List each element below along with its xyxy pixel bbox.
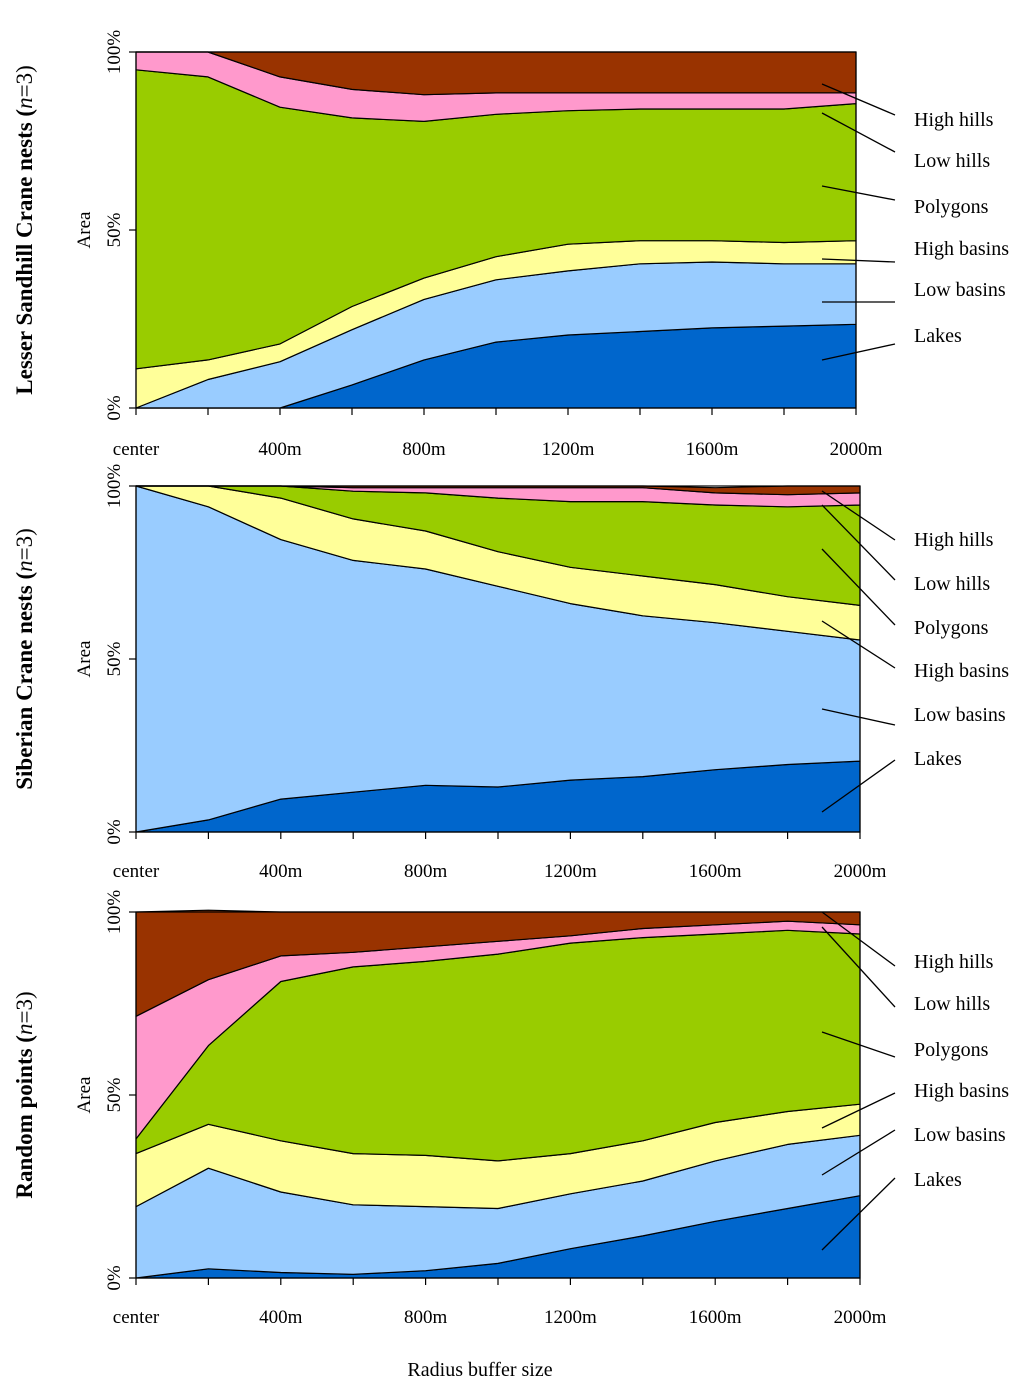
y-tick-label: 50% (104, 212, 125, 247)
y-axis-label: Area (74, 640, 95, 677)
chart-panel-3: 0% 50% 100% Area center 400m 800m 1200m 1600m 200… (12, 890, 1009, 1328)
y-axis-label: Area (74, 211, 95, 248)
legend-label-lakes: Lakes (914, 748, 962, 770)
x-tick-label: 1200m (544, 861, 597, 882)
panel-title-tail: =3) (12, 65, 37, 97)
legend-label-high-basins: High basins (914, 1080, 1009, 1102)
y-tick-label: 50% (104, 1077, 125, 1112)
legend-label-lakes: Lakes (914, 1169, 962, 1191)
leader-line (821, 708, 896, 726)
x-tick-label: 2000m (834, 861, 887, 882)
panel-title-tail: =3) (12, 991, 37, 1023)
x-tick-label: 800m (404, 861, 448, 882)
legend-label-low-hills: Low hills (914, 993, 990, 1015)
leader-line (821, 926, 896, 1008)
panel-title-n: n (12, 1024, 37, 1036)
legend-label-lakes: Lakes (914, 325, 962, 347)
leader-line (821, 548, 896, 626)
leader-line (821, 504, 896, 581)
chart-panel-1: 0% 50% 100% Area center 400m 800m 1200m 1600m 200… (12, 30, 1009, 460)
leader-line (821, 490, 896, 541)
y-tick-label: 50% (104, 641, 125, 676)
y-tick-label: 0% (104, 395, 125, 421)
legend-label-low-hills: Low hills (914, 150, 990, 172)
x-tick-label: 800m (402, 439, 446, 460)
legend-label-polygons: Polygons (914, 617, 989, 639)
leader-line (821, 1031, 896, 1058)
panel-title-main: Siberian Crane nests ( (12, 572, 37, 790)
legend-label-low-basins: Low basins (914, 1124, 1006, 1146)
legend-label-low-basins: Low basins (914, 704, 1006, 726)
panel-title-main: Random points ( (12, 1035, 37, 1199)
leader-line (821, 911, 896, 967)
panel-title: Lesser Sandhill Crane nests (n=3) (12, 65, 37, 394)
x-tick-label: 1600m (686, 439, 739, 460)
x-tick-label: 400m (259, 861, 303, 882)
y-tick-label: 100% (104, 30, 125, 75)
panel-title-n: n (12, 97, 37, 109)
leader-line (821, 1177, 896, 1251)
legend-label-polygons: Polygons (914, 196, 989, 218)
leader-line (821, 112, 896, 153)
legend-label-high-hills: High hills (914, 529, 994, 551)
leader-line (821, 343, 896, 361)
leader-line (821, 620, 896, 669)
x-tick-label: 1200m (542, 439, 595, 460)
legend-label-high-basins: High basins (914, 660, 1009, 682)
x-tick-label: center (113, 439, 160, 460)
x-tick-label: 2000m (830, 439, 883, 460)
legend-label-polygons: Polygons (914, 1039, 989, 1061)
x-tick-label: 1600m (689, 861, 742, 882)
x-axis-label: Radius buffer size (407, 1359, 552, 1381)
chart-panel-2: 0% 50% 100% Area center 400m 800m 1200m 1600m 200… (12, 464, 1009, 882)
leader-line (821, 185, 896, 201)
legend-label-low-basins: Low basins (914, 279, 1006, 301)
x-tick-label: 800m (404, 1307, 448, 1328)
x-tick-label: 400m (258, 439, 302, 460)
leader-line (821, 83, 896, 116)
y-tick-label: 0% (104, 1265, 125, 1291)
x-tick-label: 1600m (689, 1307, 742, 1328)
y-tick-label: 100% (104, 890, 125, 935)
panel-title-main: Lesser Sandhill Crane nests ( (12, 109, 37, 395)
legend-label-high-basins: High basins (914, 238, 1009, 260)
y-tick-label: 0% (104, 819, 125, 845)
y-tick-label: 100% (104, 464, 125, 509)
x-tick-label: 1200m (544, 1307, 597, 1328)
panel-title: Siberian Crane nests (n=3) (12, 528, 37, 790)
leader-line (821, 1092, 896, 1129)
y-axis-label: Area (74, 1076, 95, 1113)
panel-title-tail: =3) (12, 528, 37, 560)
x-tick-label: 2000m (834, 1307, 887, 1328)
legend-label-high-hills: High hills (914, 951, 994, 973)
panel-title-n: n (12, 560, 37, 572)
panel-title: Random points (n=3) (12, 991, 37, 1198)
legend-label-low-hills: Low hills (914, 573, 990, 595)
legend-label-high-hills: High hills (914, 109, 994, 131)
x-tick-label: 400m (259, 1307, 303, 1328)
leader-line (821, 1129, 896, 1176)
x-tick-label: center (113, 1307, 160, 1328)
leader-line (821, 258, 896, 263)
x-tick-label: center (113, 861, 160, 882)
leader-line (821, 759, 896, 813)
